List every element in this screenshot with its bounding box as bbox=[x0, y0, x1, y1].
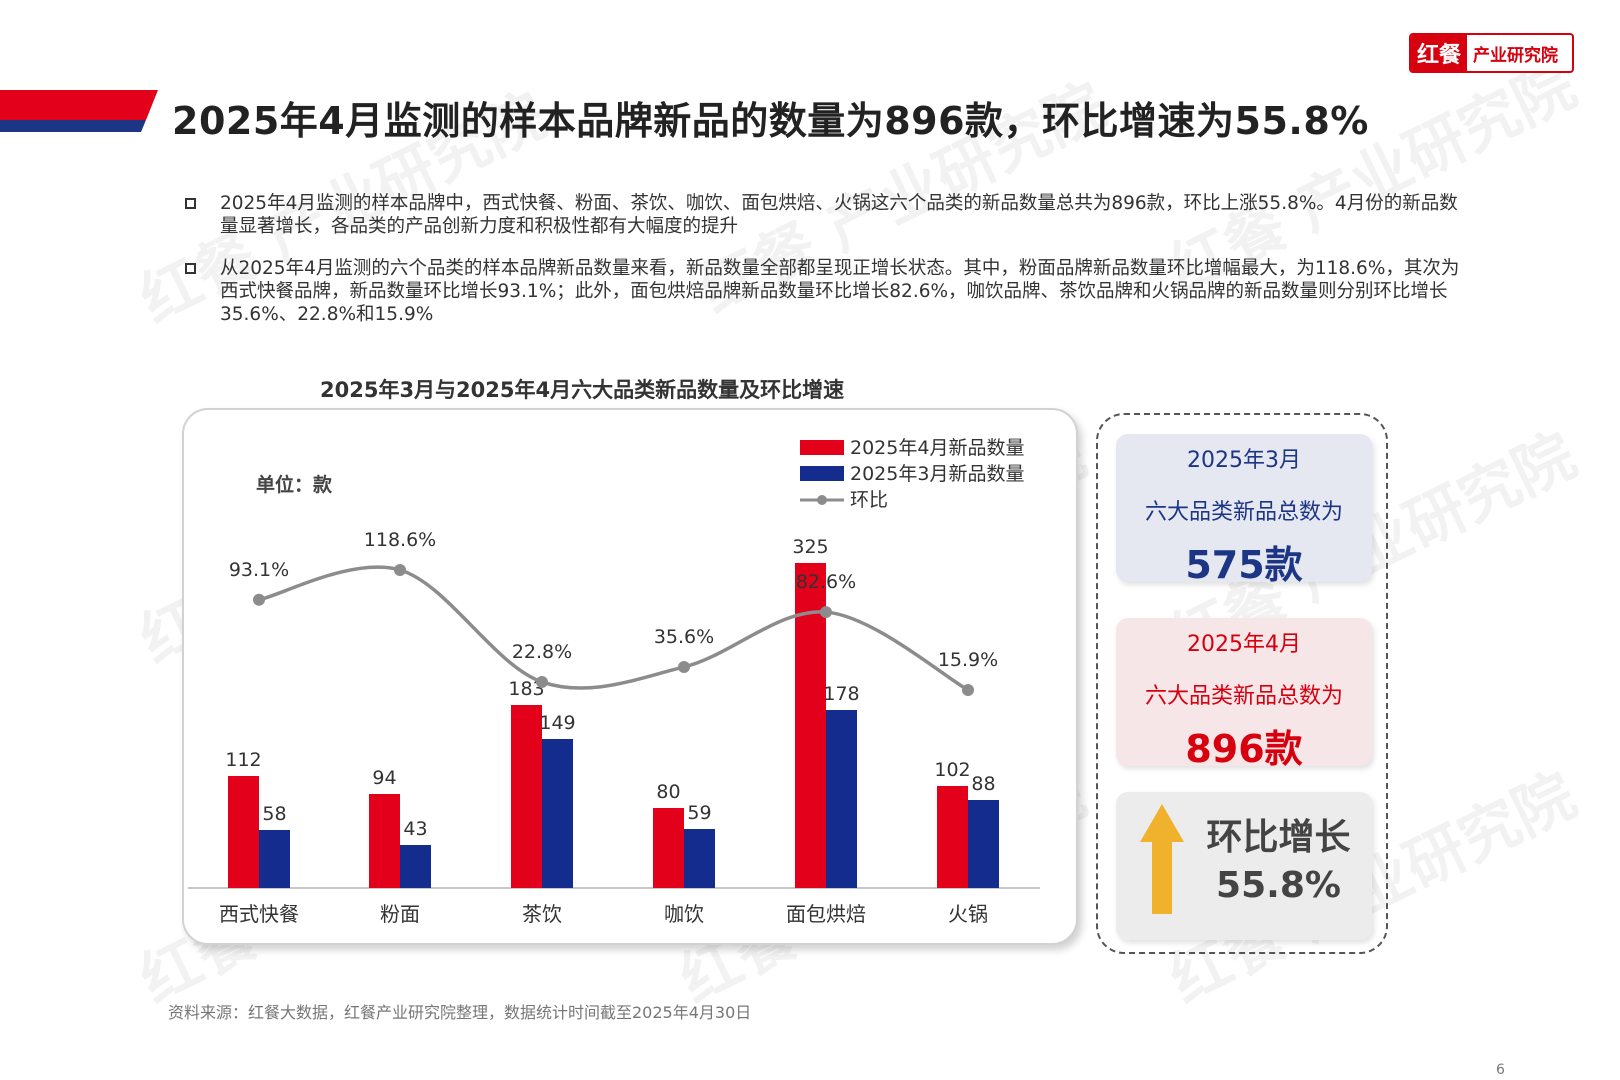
page-number: 6 bbox=[1496, 1062, 1505, 1078]
page-title: 2025年4月监测的样本品牌新品的数量为896款，环比增速为55.8% bbox=[172, 99, 1369, 143]
bullet-point: 从2025年4月监测的六个品类的样本品牌新品数量来看，新品数量全部都呈现正增长状… bbox=[185, 257, 1465, 326]
bar-march-1 bbox=[400, 845, 431, 888]
ratio-point bbox=[536, 675, 548, 688]
ratio-label: 118.6% bbox=[364, 529, 436, 551]
bar-value-label: 80 bbox=[656, 781, 680, 803]
bar-april-4 bbox=[795, 563, 826, 888]
legend-label: 2025年3月新品数量 bbox=[850, 463, 1025, 485]
ratio-line bbox=[258, 565, 969, 692]
chart-card bbox=[182, 408, 1078, 945]
bullet-text: 从2025年4月监测的六个品类的样本品牌新品数量来看，新品数量全部都呈现正增长状… bbox=[220, 258, 1460, 325]
ratio-label: 15.9% bbox=[938, 649, 998, 671]
x-tick-label: 咖饮 bbox=[664, 902, 704, 926]
arrow-up-icon bbox=[1140, 804, 1184, 914]
bar-march-5 bbox=[968, 800, 999, 888]
summary-panel bbox=[1096, 413, 1388, 954]
bar-april-1 bbox=[369, 794, 400, 888]
legend-swatch-blue bbox=[800, 466, 844, 481]
bar-april-3 bbox=[653, 808, 684, 888]
bar-value-label: 112 bbox=[225, 749, 261, 771]
ratio-point bbox=[820, 606, 832, 619]
bar-value-label: 94 bbox=[372, 767, 396, 789]
ratio-label: 82.6% bbox=[796, 571, 856, 593]
april-total-card: 2025年4月 六大品类新品总数为 896款 bbox=[1116, 618, 1372, 771]
bar-value-label: 149 bbox=[539, 712, 575, 734]
x-tick-label: 茶饮 bbox=[522, 902, 562, 926]
card-date: 2025年3月 bbox=[1187, 448, 1301, 473]
bullet-square-icon bbox=[185, 263, 196, 274]
source-note: 资料来源：红餐大数据，红餐产业研究院整理，数据统计时间截至2025年4月30日 bbox=[168, 1003, 752, 1022]
card-caption: 六大品类新品总数为 bbox=[1144, 500, 1343, 525]
legend-item-march: 2025年3月新品数量 bbox=[800, 459, 1024, 486]
legend-item-ratio: 环比 bbox=[800, 485, 888, 512]
bar-value-label: 59 bbox=[687, 802, 711, 824]
bar-april-5 bbox=[937, 786, 968, 888]
bar-march-4 bbox=[826, 710, 857, 888]
ratio-point bbox=[253, 593, 265, 606]
ratio-label: 35.6% bbox=[654, 626, 714, 648]
ratio-label: 93.1% bbox=[229, 559, 289, 581]
bar-april-2 bbox=[511, 705, 542, 888]
card-date: 2025年4月 bbox=[1187, 632, 1301, 657]
ratio-point bbox=[678, 660, 690, 673]
legend-line-icon bbox=[800, 495, 844, 505]
ratio-point bbox=[962, 684, 974, 696]
legend-label: 环比 bbox=[850, 489, 889, 511]
x-tick-label: 面包烘焙 bbox=[786, 902, 866, 926]
card-value: 896款 bbox=[1185, 727, 1303, 771]
ratio-label: 22.8% bbox=[512, 641, 572, 663]
bullet-point: 2025年4月监测的样本品牌中，西式快餐、粉面、茶饮、咖饮、面包烘焙、火锅这六个… bbox=[185, 192, 1465, 238]
bullet-text: 2025年4月监测的样本品牌中，西式快餐、粉面、茶饮、咖饮、面包烘焙、火锅这六个… bbox=[220, 193, 1458, 237]
x-tick-label: 火锅 bbox=[948, 902, 988, 926]
bullet-square-icon bbox=[185, 198, 196, 209]
brand-logo: 红餐 产业研究院 bbox=[1409, 33, 1574, 73]
bar-value-label: 102 bbox=[934, 759, 970, 781]
bar-march-0 bbox=[259, 830, 290, 888]
bar-march-3 bbox=[684, 829, 715, 888]
growth-label: 环比增长 bbox=[1206, 817, 1351, 858]
x-tick-label: 西式快餐 bbox=[219, 902, 299, 926]
logo-mark: 红餐 bbox=[1411, 35, 1467, 71]
x-tick-label: 粉面 bbox=[380, 902, 420, 926]
growth-value: 55.8% bbox=[1216, 865, 1341, 906]
logo-text: 产业研究院 bbox=[1473, 45, 1558, 66]
unit-label: 单位：款 bbox=[256, 474, 333, 496]
legend-swatch-red bbox=[800, 440, 844, 455]
march-total-card: 2025年3月 六大品类新品总数为 575款 bbox=[1116, 434, 1372, 587]
bar-value-label: 183 bbox=[508, 678, 544, 700]
legend-label: 2025年4月新品数量 bbox=[850, 437, 1025, 459]
bar-value-label: 58 bbox=[262, 803, 286, 825]
card-caption: 六大品类新品总数为 bbox=[1144, 684, 1343, 709]
title-accent-band bbox=[0, 90, 158, 132]
ratio-point bbox=[394, 564, 406, 576]
legend-item-april: 2025年4月新品数量 bbox=[800, 433, 1024, 460]
bar-march-2 bbox=[542, 739, 573, 888]
bar-value-label: 325 bbox=[792, 536, 828, 558]
bar-value-label: 88 bbox=[971, 773, 995, 795]
bar-value-label: 178 bbox=[823, 683, 859, 705]
card-value: 575款 bbox=[1185, 543, 1303, 587]
bar-april-0 bbox=[228, 776, 259, 888]
growth-card: 环比增长 55.8% bbox=[1116, 792, 1372, 940]
bar-value-label: 43 bbox=[403, 818, 427, 840]
chart-title: 2025年3月与2025年4月六大品类新品数量及环比增速 bbox=[320, 378, 845, 402]
